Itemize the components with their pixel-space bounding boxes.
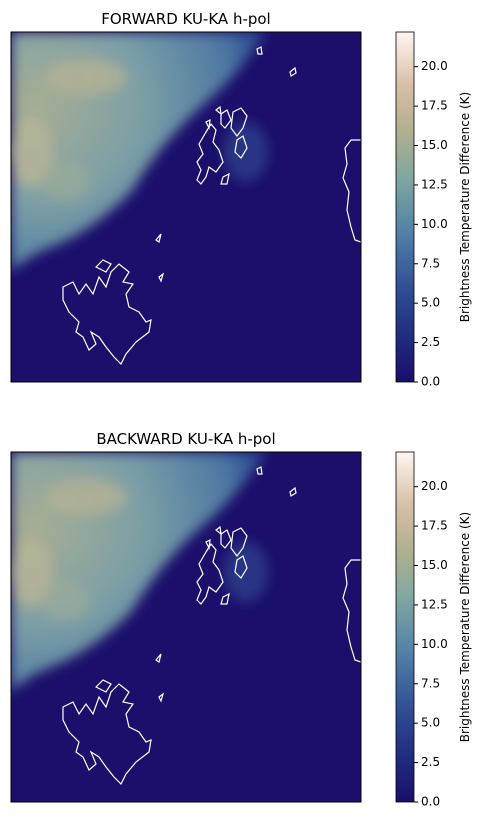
colorbar-tick-label: 12.5 [421, 597, 448, 611]
colorbar-tick-label: 5.0 [421, 716, 440, 730]
map-frame [10, 451, 362, 803]
panel-title: FORWARD KU-KA h-pol [101, 10, 270, 28]
panel-title: BACKWARD KU-KA h-pol [96, 430, 275, 448]
colorbar-tick-label: 2.5 [421, 755, 440, 769]
colorbar-tick-label: 0.0 [421, 795, 440, 809]
colorbar-tick-label: 20.0 [421, 59, 448, 73]
colorbar-label: Brightness Temperature Difference (K) [458, 512, 472, 742]
colorbar-tick-label: 17.5 [421, 99, 448, 113]
map-image [9, 452, 361, 802]
colorbar-label: Brightness Temperature Difference (K) [458, 92, 472, 322]
colorbar-tick-label: 7.5 [421, 256, 440, 270]
colorbar-tick-label: 7.5 [421, 676, 440, 690]
colorbar-tick-label: 5.0 [421, 296, 440, 310]
colorbar-tick-label: 15.0 [421, 558, 448, 572]
colorbar-tick-label: 20.0 [421, 479, 448, 493]
colorbar [395, 451, 415, 803]
colorbar-tick-label: 17.5 [421, 519, 448, 533]
colorbar-tick-label: 12.5 [421, 177, 448, 191]
colorbar-tick-label: 10.0 [421, 637, 448, 651]
colorbar-tick-label: 10.0 [421, 217, 448, 231]
colorbar-tick-label: 0.0 [421, 375, 440, 389]
colorbar-tick-label: 15.0 [421, 138, 448, 152]
colorbar [395, 31, 415, 383]
map-frame [10, 31, 362, 383]
map-image [9, 32, 361, 382]
colorbar-tick-label: 2.5 [421, 335, 440, 349]
